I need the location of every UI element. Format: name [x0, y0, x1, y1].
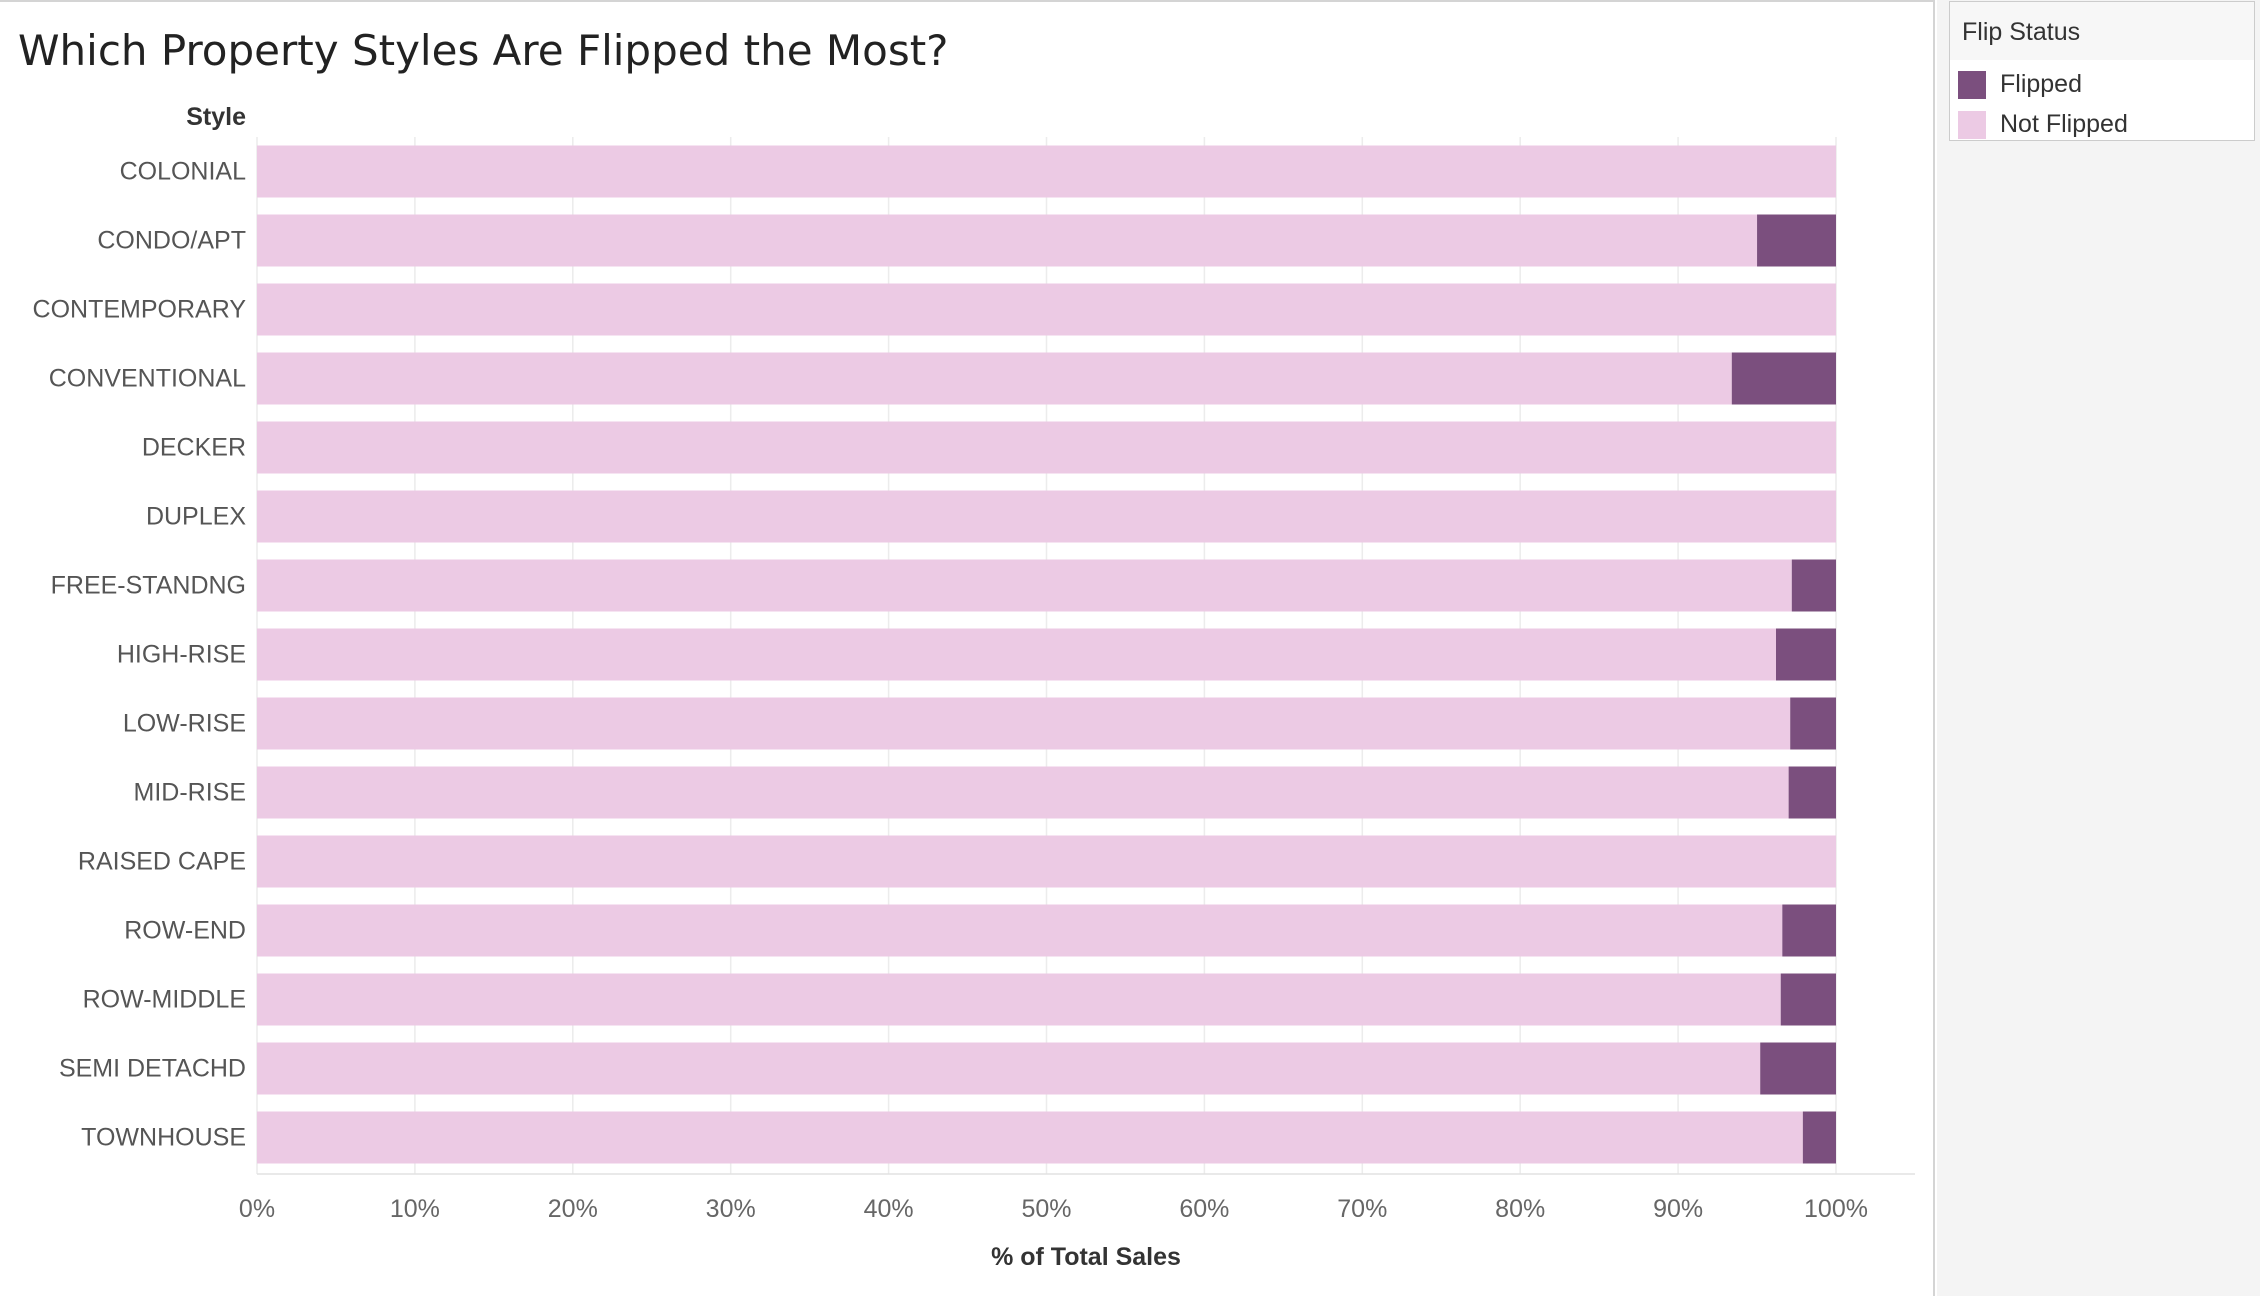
legend-header: [1950, 2, 2254, 60]
chart-title: Which Property Styles Are Flipped the Mo…: [18, 26, 949, 75]
legend-swatch-flipped: [1958, 71, 1986, 99]
category-label: CONDO/APT: [97, 227, 246, 255]
category-label: RAISED CAPE: [78, 848, 246, 876]
x-tick-label: 0%: [239, 1195, 275, 1223]
bar-not-flipped: [257, 352, 1732, 405]
category-label: CONVENTIONAL: [49, 365, 246, 393]
bar-chart: COLONIAL CONDO/APT CONTEMPORARY CONVENTIONA…: [33, 137, 1915, 1271]
bar-not-flipped: [257, 490, 1836, 543]
x-axis-title: % of Total Sales: [991, 1243, 1181, 1271]
bar-not-flipped: [257, 214, 1758, 267]
legend: Flip Status Flipped Not Flipped: [1949, 1, 2255, 141]
bar-flipped: [1780, 973, 1836, 1026]
x-tick-label: 90%: [1653, 1195, 1703, 1223]
category-label: ROW-END: [124, 917, 246, 945]
bar-not-flipped: [257, 559, 1792, 612]
category-label: DUPLEX: [146, 503, 246, 531]
legend-item-not-flipped[interactable]: Not Flipped: [1958, 106, 2248, 140]
x-tick-label: 70%: [1337, 1195, 1387, 1223]
x-tick-label: 50%: [1021, 1195, 1071, 1223]
bar-flipped: [1775, 628, 1836, 681]
y-axis-header: Style: [186, 103, 246, 131]
category-label: ROW-MIDDLE: [83, 986, 246, 1014]
category-label: HIGH-RISE: [117, 641, 246, 669]
bar-flipped: [1757, 214, 1836, 267]
x-tick-label: 10%: [390, 1195, 440, 1223]
bar-flipped: [1788, 766, 1836, 819]
bar-not-flipped: [257, 973, 1781, 1026]
bar-not-flipped: [257, 904, 1783, 957]
x-tick-label: 30%: [706, 1195, 756, 1223]
x-tick-label: 60%: [1179, 1195, 1229, 1223]
category-label: FREE-STANDNG: [51, 572, 246, 600]
side-panel: [1937, 0, 2260, 1296]
bar-flipped: [1782, 904, 1836, 957]
category-label: LOW-RISE: [123, 710, 246, 738]
legend-swatch-not-flipped: [1958, 111, 1986, 139]
bar-flipped: [1790, 697, 1836, 750]
x-tick-label: 40%: [864, 1195, 914, 1223]
bar-not-flipped: [257, 628, 1776, 681]
bar-flipped: [1802, 1111, 1836, 1164]
category-label: COLONIAL: [120, 158, 247, 186]
bar-not-flipped: [257, 421, 1836, 474]
legend-label-flipped: Flipped: [2000, 70, 2082, 98]
category-label: TOWNHOUSE: [81, 1124, 246, 1152]
category-label: SEMI DETACHD: [59, 1055, 246, 1083]
bar-not-flipped: [257, 835, 1836, 888]
bar-not-flipped: [257, 697, 1791, 750]
bar-flipped: [1791, 559, 1836, 612]
x-tick-label: 100%: [1804, 1195, 1868, 1223]
x-tick-label: 80%: [1495, 1195, 1545, 1223]
bar-not-flipped: [257, 145, 1836, 198]
bar-not-flipped: [257, 1042, 1761, 1095]
bar-not-flipped: [257, 283, 1836, 336]
bar-not-flipped: [257, 766, 1789, 819]
bar-flipped: [1731, 352, 1836, 405]
x-tick-label: 20%: [548, 1195, 598, 1223]
legend-label-not-flipped: Not Flipped: [2000, 110, 2128, 138]
category-label: MID-RISE: [134, 779, 247, 807]
category-label: CONTEMPORARY: [33, 296, 247, 324]
category-label: DECKER: [142, 434, 246, 462]
bar-flipped: [1760, 1042, 1836, 1095]
bar-not-flipped: [257, 1111, 1803, 1164]
legend-title: Flip Status: [1962, 18, 2081, 46]
legend-item-flipped[interactable]: Flipped: [1958, 66, 2248, 100]
